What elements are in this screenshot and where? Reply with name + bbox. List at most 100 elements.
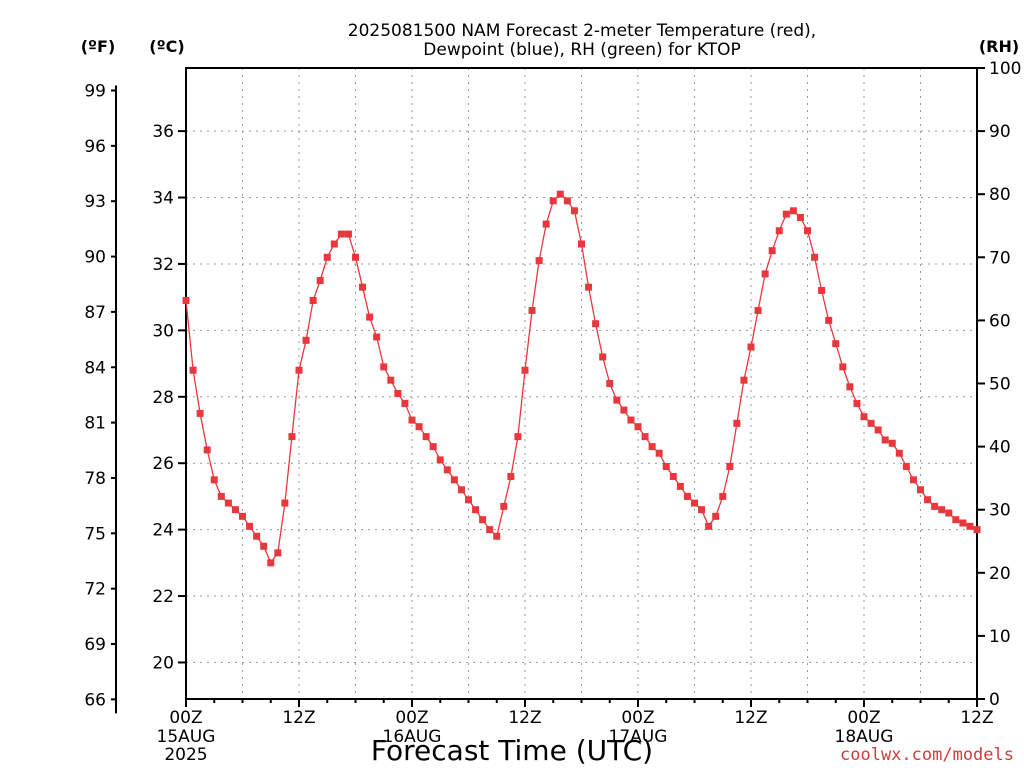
chart-title-line2: Dewpoint (blue), RH (green) for KTOP [423,40,740,60]
temperature-point [182,296,190,304]
temperature-point [231,506,239,514]
temperature-point [260,542,268,550]
celsius-unit-label: (ºC) [149,37,184,56]
temperature-point [196,409,204,417]
fahrenheit-tick-label: 78 [84,469,106,489]
celsius-tick-label: 36 [152,122,174,142]
fahrenheit-tick-label: 66 [84,690,106,710]
temperature-point [337,230,345,238]
credit-text: coolwx.com/models [840,745,1014,765]
temperature-point [655,449,663,457]
x-date-label: 15AUG [157,727,216,747]
temperature-point [373,333,381,341]
temperature-point [323,253,331,261]
temperature-point [239,512,246,520]
fahrenheit-tick-label: 96 [84,137,106,157]
temperature-point [507,472,515,480]
fahrenheit-unit-label: (ºF) [81,37,116,56]
temperature-point [422,433,430,441]
temperature-point [486,526,494,534]
temperature-point [472,506,480,514]
celsius-tick-label: 30 [152,321,174,341]
temperature-point [479,516,487,524]
celsius-tick-label: 20 [152,653,174,673]
fahrenheit-tick-label: 90 [84,248,106,268]
temperature-point [825,316,833,324]
temperature-point [344,230,352,238]
temperature-point [563,197,571,205]
temperature-point [952,516,960,524]
chart-title-line1: 2025081500 NAM Forecast 2-meter Temperat… [348,21,816,41]
temperature-point [542,220,550,228]
temperature-point [740,376,748,384]
temperature-point [881,436,889,444]
celsius-tick-label: 32 [152,255,174,275]
x-date-label: 16AUG [383,727,442,747]
temperature-point [811,253,819,261]
temperature-point [359,283,367,291]
temperature-point [782,210,790,218]
temperature-point [620,406,628,414]
temperature-point [436,456,444,464]
temperature-point [189,366,197,374]
temperature-point [761,270,769,278]
rh-unit-label: (RH) [979,37,1019,56]
temperature-point [973,526,981,534]
temperature-point [832,340,840,348]
temperature-point [394,389,402,397]
temperature-point [592,320,600,328]
rh-tick-label: 90 [989,122,1011,142]
temperature-point [938,506,946,514]
temperature-point [917,486,924,494]
temperature-point [853,399,861,407]
temperature-point [648,443,656,451]
temperature-point [606,380,614,387]
x-tick-label: 12Z [508,708,541,728]
x-tick-label: 12Z [734,708,767,728]
x-axis-title: Forecast Time (UTC) [371,734,653,767]
temperature-point [839,363,847,371]
fahrenheit-tick-label: 99 [84,82,106,102]
temperature-point [380,363,388,371]
temperature-point [924,496,932,504]
temperature-point [754,306,762,314]
temperature-point [387,376,395,384]
temperature-point [549,197,557,205]
temperature-point [224,499,232,507]
temperature-point [281,499,289,507]
celsius-tick-label: 34 [152,189,174,209]
temperature-point [683,492,691,500]
temperature-point [909,476,917,484]
x-tick-label: 12Z [960,708,993,728]
temperature-point [352,253,359,261]
fahrenheit-tick-label: 81 [84,414,106,434]
temperature-point [316,277,324,285]
temperature-point [691,499,698,507]
x-tick-label: 00Z [621,708,654,728]
temperature-point [465,496,472,504]
temperature-point [641,433,649,441]
temperature-point [676,482,684,490]
temperature-point [931,502,939,510]
temperature-point [796,213,804,221]
temperature-point [514,433,522,441]
x-tick-label: 00Z [169,708,202,728]
temperature-point [443,466,451,474]
temperature-point [415,423,423,431]
fahrenheit-tick-label: 69 [84,635,106,655]
x-date-label: 17AUG [609,727,668,747]
fahrenheit-tick-label: 75 [84,524,106,544]
temperature-point [698,506,706,514]
temperature-point [521,366,529,374]
temperature-point [705,522,713,530]
temperature-point [669,472,677,480]
temperature-point [867,419,875,427]
temperature-point [309,296,317,304]
temperature-point [330,240,338,248]
temperature-point [860,413,868,421]
temperature-point [210,476,218,484]
temperature-point [959,519,967,527]
temperature-point [613,396,621,404]
celsius-tick-label: 28 [152,388,174,408]
